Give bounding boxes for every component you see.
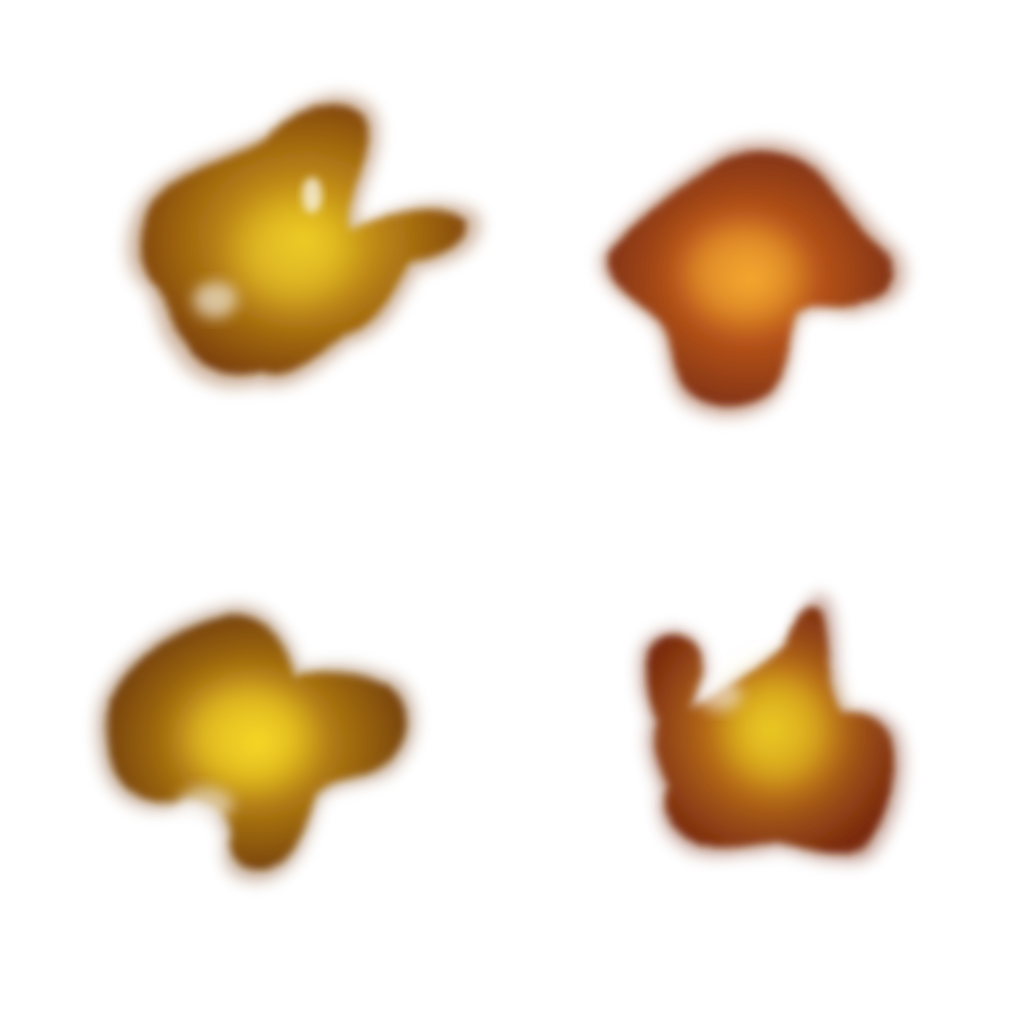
explosion-splat-top-left (125, 93, 482, 389)
explosion-splat-bottom-left (96, 604, 417, 883)
explosion-splat-bottom-right (638, 593, 905, 864)
explosion-splat-top-right (599, 139, 907, 418)
